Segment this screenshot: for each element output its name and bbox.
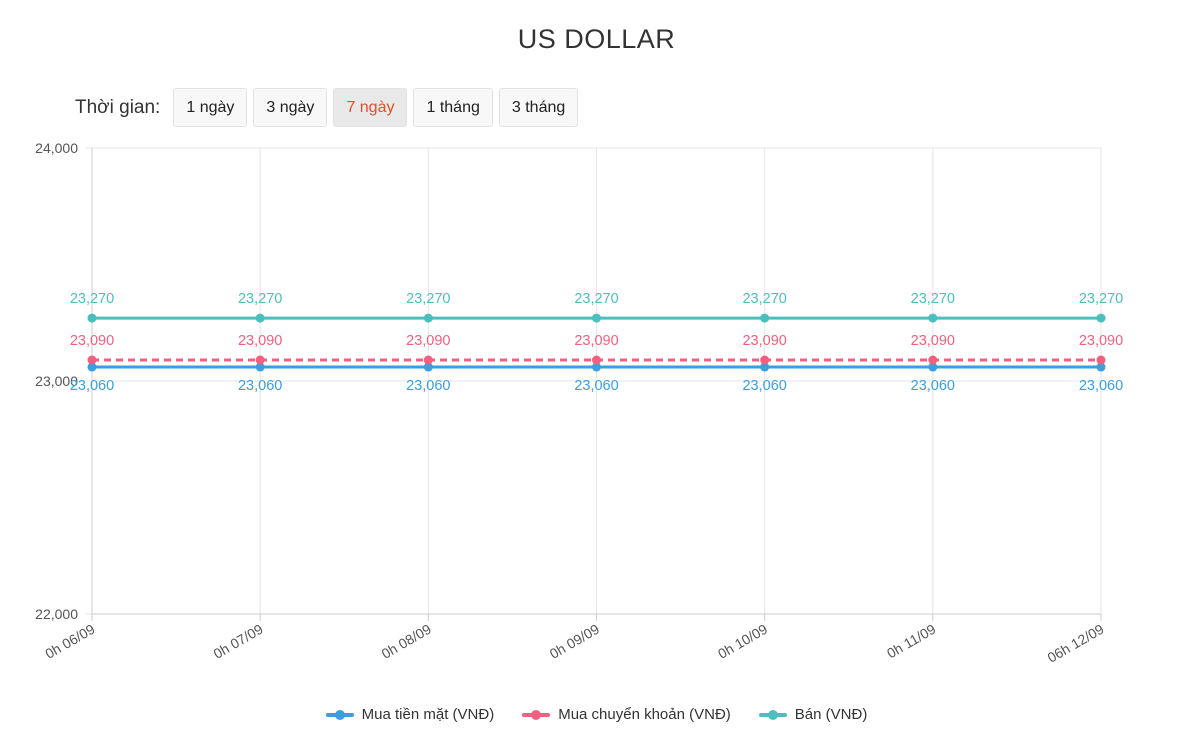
data-label-transfer-buy: 23,090 (1079, 333, 1123, 349)
data-point-cash-buy (87, 362, 97, 372)
data-label-cash-buy: 23,060 (1079, 378, 1123, 394)
data-point-transfer-buy (423, 355, 433, 365)
data-point-transfer-buy (760, 355, 770, 365)
data-label-cash-buy: 23,060 (238, 378, 282, 394)
data-label-cash-buy: 23,060 (406, 378, 450, 394)
legend-swatch-sell (758, 709, 787, 721)
x-tick-label: 0h 11/09 (884, 621, 938, 662)
data-label-sell: 23,270 (911, 291, 955, 307)
data-point-sell (423, 313, 433, 323)
range-button-3-months[interactable]: 3 tháng (498, 88, 579, 127)
legend-item-cash-buy[interactable]: Mua tiền mặt (VNĐ) (325, 706, 495, 723)
data-point-sell (928, 313, 938, 323)
data-label-sell: 23,270 (70, 291, 114, 307)
range-button-1-month[interactable]: 1 tháng (413, 88, 493, 127)
x-tick-label: 0h 09/09 (547, 621, 602, 662)
range-button-7-days[interactable]: 7 ngày (333, 88, 408, 127)
data-point-sell (255, 313, 265, 323)
line-chart: 22,000 23,000 24,000 0h 06/09 0h 07/09 0h 08/… (35, 140, 1123, 666)
range-button-1-day[interactable]: 1 ngày (173, 88, 248, 127)
data-point-sell (87, 313, 97, 323)
data-label-sell: 23,270 (238, 291, 282, 307)
data-label-transfer-buy: 23,090 (574, 333, 618, 349)
time-range-selector: Thời gian: 1 ngày 3 ngày 7 ngày 1 tháng … (75, 87, 584, 128)
y-tick-label: 24,000 (35, 140, 78, 156)
x-tick-label: 0h 08/09 (379, 621, 434, 662)
data-label-transfer-buy: 23,090 (238, 333, 282, 349)
data-label-transfer-buy: 23,090 (406, 333, 450, 349)
data-point-cash-buy (423, 362, 433, 372)
data-point-cash-buy (760, 362, 770, 372)
data-point-cash-buy (255, 362, 265, 372)
data-point-cash-buy (592, 362, 601, 372)
data-label-sell: 23,270 (742, 291, 786, 307)
chart-title: US DOLLAR (517, 24, 676, 54)
legend-label-cash-buy: Mua tiền mặt (VNĐ) (361, 706, 495, 723)
data-point-sell (760, 313, 770, 323)
y-tick-label: 22,000 (35, 606, 78, 622)
data-point-sell (592, 313, 601, 323)
range-button-3-days[interactable]: 3 ngày (253, 88, 328, 127)
legend-swatch-cash-buy (325, 709, 354, 721)
x-tick-label: 0h 07/09 (210, 621, 265, 662)
data-label-cash-buy: 23,060 (70, 378, 114, 394)
data-point-transfer-buy (592, 355, 601, 365)
legend-swatch-transfer-buy (522, 709, 551, 721)
data-label-sell: 23,270 (1079, 291, 1123, 307)
data-point-cash-buy (1096, 362, 1106, 372)
data-label-cash-buy: 23,060 (742, 378, 786, 394)
data-point-transfer-buy (928, 355, 938, 365)
data-label-sell: 23,270 (406, 291, 450, 307)
data-point-transfer-buy (87, 355, 97, 365)
data-label-cash-buy: 23,060 (574, 378, 618, 394)
data-label-transfer-buy: 23,090 (911, 333, 955, 349)
legend-label-transfer-buy: Mua chuyển khoản (VNĐ) (558, 706, 731, 723)
legend-label-sell: Bán (VNĐ) (794, 706, 868, 723)
x-tick-label: 0h 10/09 (715, 621, 770, 662)
y-tick-label: 23,000 (35, 373, 78, 389)
data-label-cash-buy: 23,060 (911, 378, 955, 394)
data-point-cash-buy (928, 362, 938, 372)
time-range-label: Thời gian: (75, 96, 161, 118)
x-tick-label: 06h 12/09 (1045, 621, 1107, 666)
data-label-transfer-buy: 23,090 (742, 333, 786, 349)
legend-item-sell[interactable]: Bán (VNĐ) (758, 706, 868, 723)
chart-legend: Mua tiền mặt (VNĐ) Mua chuyển khoản (VNĐ… (0, 706, 1193, 723)
legend-item-transfer-buy[interactable]: Mua chuyển khoản (VNĐ) (522, 706, 731, 723)
data-point-transfer-buy (1096, 355, 1106, 365)
data-point-transfer-buy (255, 355, 265, 365)
x-tick-label: 0h 06/09 (42, 621, 97, 662)
data-point-sell (1096, 313, 1106, 323)
data-label-transfer-buy: 23,090 (70, 333, 114, 349)
data-label-sell: 23,270 (574, 291, 618, 307)
